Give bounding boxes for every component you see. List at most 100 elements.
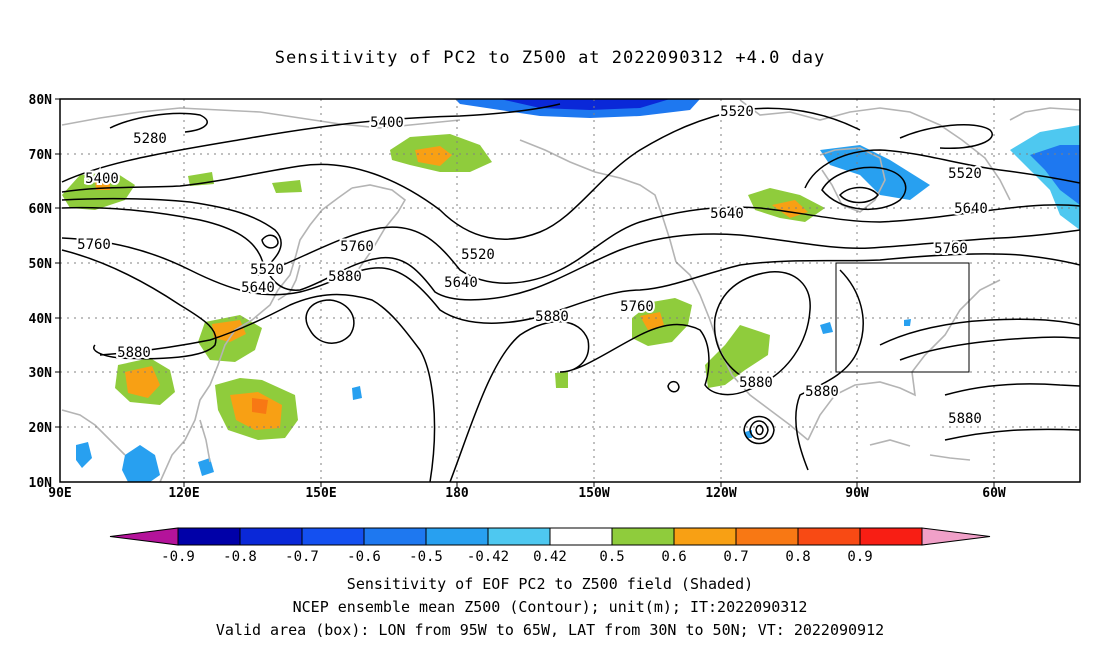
contour-label: 5760 [934,241,968,257]
contour-tight-low-3 [755,424,764,436]
contour-label: 5400 [85,171,119,187]
lon-tick-label: 120W [705,486,736,501]
colorbar-swatch [363,527,427,546]
contour-5880-e [879,318,1080,346]
contour-label: 5880 [535,309,569,325]
colorbar-high-triangle [921,527,991,546]
colorbar-swatch [735,527,799,546]
lon-tick-label: 60W [982,486,1006,501]
negative-greenland-core [1030,145,1080,205]
colorbar-swatch [549,527,613,546]
colorbar: -0.9 -0.8 -0.7 -0.6 -0.5 -0.42 0.42 0.5 0.6 0.7 0.… [109,527,991,565]
contour-5640-a [61,197,1080,284]
contour-label: 5640 [954,201,988,217]
contour-label: 5520 [250,262,284,278]
lat-tick-label: 10N [29,476,53,491]
contour-label: 5880 [805,384,839,400]
contour-label: 5760 [340,239,374,255]
coastline-hudson-bay [819,147,886,213]
coastline-indochina [61,409,126,456]
lat-tick-label: 70N [29,148,53,163]
positive-south-china-core [125,366,160,398]
contour-label: 5760 [620,299,654,315]
lat-tick-label: 30N [29,366,53,381]
lat-axis: 80N 70N 60N 50N 40N 30N 20N 10N [29,93,60,491]
contour-label: 5880 [328,269,362,285]
coastline-east-asia [159,187,353,482]
map-frame [59,98,1081,483]
lat-tick-label: 60N [29,202,53,217]
coastline-siberia-north [61,107,461,129]
positive-central-pacific [555,372,568,388]
contour-5520-high [899,124,993,149]
lon-tick-label: 180 [445,486,469,501]
colorbar-labels: -0.9 -0.8 -0.7 -0.6 -0.5 -0.42 0.42 0.5 0.6 0.7 0.… [161,549,873,565]
contour-5880-d [795,269,864,471]
colorbar-swatch [239,527,303,546]
contour-5520-low [804,149,1080,189]
coastline-gulf-mexico [807,279,1001,441]
contour-tight-low-1 [743,415,775,445]
colorbar-label: -0.9 [161,549,195,565]
contour-label: 5520 [948,166,982,182]
negative-central-pacific [352,386,362,400]
colorbar-boxes [109,527,991,546]
negative-south-china-sea [122,445,160,482]
contour-5400-north [61,103,561,183]
lon-tick-label: 90W [845,486,869,501]
positive-okhotsk [272,180,302,193]
contour-tight-low-2 [749,420,769,440]
colorbar-swatch [797,527,861,546]
contour-label: 5400 [370,115,404,131]
footer-line-3: Valid area (box): LON from 95W to 65W, L… [215,621,885,639]
contour-5520-small [838,186,879,204]
negative-south-china-sea-2 [76,442,92,468]
coastline-cuba [869,439,911,447]
contour-5880-h [944,428,1080,441]
positive-east-pacific-core [640,312,664,330]
contour-small-low [261,234,279,249]
lon-tick-label: 120E [168,486,199,501]
contour-5880-b [305,299,355,344]
lon-tick-label: 150W [578,486,609,501]
contour-label: 5280 [133,131,167,147]
contour-5880-g [944,383,1080,396]
contour-5880-f [899,336,1080,361]
footer-line-1: Sensitivity of EOF PC2 to Z500 field (Sh… [346,575,754,593]
contour-5880-c [449,271,811,482]
contour-layer [61,103,1080,482]
coastline-arctic-canada [739,99,1011,201]
colorbar-label: 0.8 [785,549,810,565]
colorbar-label: -0.6 [347,549,381,565]
lon-tick-label: 90E [48,486,71,501]
contour-label: 5520 [720,104,754,120]
colorbar-label: -0.7 [285,549,319,565]
coastline-layer [61,99,1080,482]
contour-label: 5640 [710,206,744,222]
colorbar-label: 0.9 [847,549,872,565]
colorbar-swatch [301,527,365,546]
contour-5520-a [61,107,861,240]
map-title: Sensitivity of PC2 to Z500 at 2022090312… [274,48,826,68]
lat-tick-label: 20N [29,421,53,436]
lat-tick-label: 80N [29,93,53,108]
grid-layer [60,99,1080,482]
colorbar-label: 0.5 [599,549,624,565]
contour-small-circle [667,380,680,393]
negative-hudson-bay [820,145,930,200]
contour-5760-b [61,249,217,360]
contour-label: 5520 [461,247,495,263]
colorbar-swatch [611,527,675,546]
contour-label: 5880 [739,375,773,391]
colorbar-swatch [177,527,241,546]
contour-label: 5640 [241,280,275,296]
coastline-philippines [199,419,211,463]
colorbar-swatch [425,527,489,546]
colorbar-swatch [859,527,923,546]
footer-line-2: NCEP ensemble mean Z500 (Contour); unit(… [292,598,808,616]
positive-west-siberia [62,172,135,210]
colorbar-label: -0.8 [223,549,257,565]
colorbar-low-triangle [109,527,179,546]
colorbar-label: -0.5 [409,549,443,565]
contour-label: 5760 [77,237,111,253]
